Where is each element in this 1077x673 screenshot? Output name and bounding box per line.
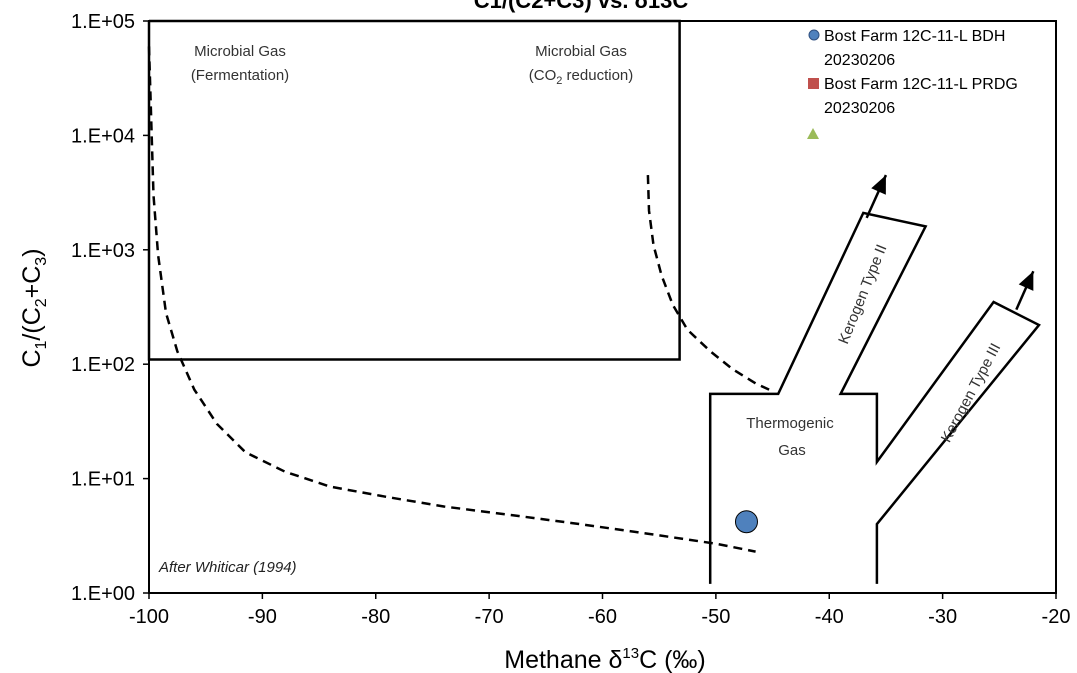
plot-border <box>148 20 1057 594</box>
region-label-thermogenic-line1: Thermogenic <box>746 415 834 432</box>
legend-label-bdh: Bost Farm 12C-11-L BDH <box>824 28 1005 45</box>
region-label-fermentation-line1: Microbial Gas <box>194 43 286 60</box>
region-label-thermogenic-line2: Gas <box>778 442 806 459</box>
legend-label-prdg-date: 20230206 <box>824 100 895 117</box>
legend: Bost Farm 12C-11-L BDH 20230206 Bost Far… <box>807 28 1018 139</box>
microbial-field-outline <box>147 19 681 361</box>
x-tick-label: -60 <box>588 606 617 628</box>
region-label-fermentation-line2: (Fermentation) <box>191 67 289 84</box>
x-tick-label: -50 <box>701 606 730 628</box>
co2-reduction-dashed-boundary <box>646 175 774 393</box>
x-axis-ticks: -100 -90 -80 -70 -60 -50 -40 -30 -20 <box>129 593 1070 628</box>
region-label-kerogen-iii: Kerogen Type III <box>938 340 1005 445</box>
x-tick-label: -100 <box>129 606 169 628</box>
data-point <box>734 510 758 534</box>
region-label-co2-line2: (CO2 reduction) <box>529 67 634 87</box>
data-points <box>734 510 758 534</box>
x-tick-label: -30 <box>928 606 957 628</box>
x-tick-label: -90 <box>248 606 277 628</box>
thermogenic-field-outline <box>708 211 1041 584</box>
legend-label-prdg: Bost Farm 12C-11-L PRDG <box>824 76 1018 93</box>
y-axis-ticks: 1.E+00 1.E+01 1.E+02 1.E+03 1.E+04 1.E+05 <box>71 11 149 605</box>
y-tick-label: 1.E+01 <box>71 469 135 491</box>
legend-marker-triangle <box>807 128 819 139</box>
x-tick-label: -70 <box>475 606 504 628</box>
source-annotation: After Whiticar (1994) <box>158 559 297 576</box>
field-boundaries <box>147 19 1041 584</box>
chart-title: C1/(C2+C3) vs. δ13C <box>474 0 689 13</box>
x-tick-label: -20 <box>1042 606 1071 628</box>
kerogen-arrow-head <box>871 175 886 195</box>
y-tick-label: 1.E+03 <box>71 240 135 262</box>
x-tick-label: -40 <box>815 606 844 628</box>
y-axis-label: C1/(C2+C3) <box>18 248 50 367</box>
legend-marker-bdh <box>808 29 820 41</box>
x-axis-label: Methane δ13C (‰) <box>504 645 706 673</box>
fermentation-dashed-boundary <box>147 46 756 553</box>
y-tick-label: 1.E+02 <box>71 354 135 376</box>
plot-area <box>148 20 1057 594</box>
legend-label-bdh-date: 20230206 <box>824 52 895 69</box>
y-tick-label: 1.E+05 <box>71 11 135 33</box>
y-tick-label: 1.E+00 <box>71 583 135 605</box>
x-tick-label: -80 <box>361 606 390 628</box>
y-tick-label: 1.E+04 <box>71 125 135 147</box>
legend-marker-prdg <box>808 78 819 89</box>
kerogen-arrow-head <box>1018 271 1034 291</box>
region-label-co2-line1: Microbial Gas <box>535 43 627 60</box>
